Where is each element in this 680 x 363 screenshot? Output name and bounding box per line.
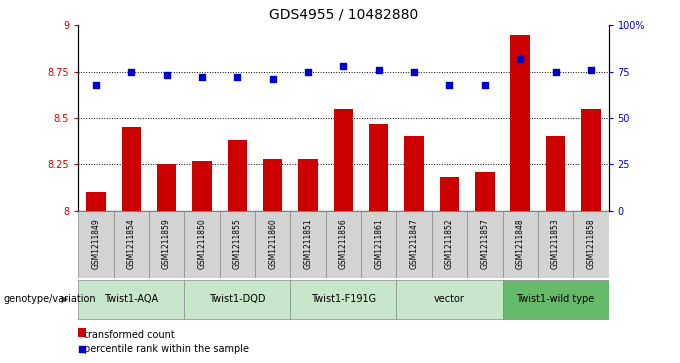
- Text: GSM1211859: GSM1211859: [162, 219, 171, 269]
- Bar: [263, 159, 282, 211]
- Bar: [78, 280, 184, 319]
- Text: GSM1211849: GSM1211849: [91, 219, 101, 269]
- Point: [585, 67, 596, 73]
- Point: [77, 346, 88, 352]
- Bar: [334, 109, 353, 211]
- Point: [303, 69, 313, 75]
- Text: GSM1211855: GSM1211855: [233, 219, 242, 269]
- Text: GSM1211847: GSM1211847: [409, 219, 419, 269]
- Text: vector: vector: [434, 294, 465, 305]
- Bar: [220, 211, 255, 278]
- Bar: [432, 211, 467, 278]
- Bar: [503, 211, 538, 278]
- Point: [550, 69, 561, 75]
- Point: [90, 82, 101, 87]
- Bar: [573, 211, 609, 278]
- Text: GSM1211857: GSM1211857: [480, 219, 490, 269]
- Text: Twist1-DQD: Twist1-DQD: [209, 294, 266, 305]
- Point: [444, 82, 455, 87]
- Point: [338, 63, 349, 69]
- Bar: [157, 164, 176, 211]
- Text: GSM1211853: GSM1211853: [551, 219, 560, 269]
- Text: genotype/variation: genotype/variation: [3, 294, 96, 305]
- Point: [479, 82, 490, 87]
- Bar: [290, 211, 326, 278]
- Text: Twist1-F191G: Twist1-F191G: [311, 294, 376, 305]
- Bar: [149, 211, 184, 278]
- Bar: [184, 211, 220, 278]
- Bar: [369, 123, 388, 211]
- Text: GSM1211854: GSM1211854: [126, 219, 136, 269]
- Text: GSM1211852: GSM1211852: [445, 219, 454, 269]
- Title: GDS4955 / 10482880: GDS4955 / 10482880: [269, 8, 418, 21]
- Bar: [440, 177, 459, 211]
- Text: GSM1211848: GSM1211848: [515, 219, 525, 269]
- Bar: [192, 160, 211, 211]
- Point: [126, 69, 137, 75]
- Bar: [538, 211, 573, 278]
- Bar: [255, 211, 290, 278]
- Bar: [78, 328, 86, 338]
- Text: GSM1211850: GSM1211850: [197, 219, 207, 269]
- Bar: [511, 35, 530, 211]
- Point: [267, 76, 278, 82]
- Bar: [361, 211, 396, 278]
- Point: [409, 69, 420, 75]
- Bar: [326, 211, 361, 278]
- Bar: [396, 280, 503, 319]
- Text: GSM1211851: GSM1211851: [303, 219, 313, 269]
- Bar: [299, 159, 318, 211]
- Bar: [290, 280, 396, 319]
- Bar: [114, 211, 149, 278]
- Point: [161, 73, 172, 78]
- Text: Twist1-AQA: Twist1-AQA: [104, 294, 158, 305]
- Bar: [405, 136, 424, 211]
- Bar: [467, 211, 503, 278]
- Text: transformed count: transformed count: [84, 330, 174, 340]
- Bar: [396, 211, 432, 278]
- Bar: [184, 280, 290, 319]
- Point: [373, 67, 384, 73]
- Bar: [228, 140, 247, 211]
- Bar: [546, 136, 565, 211]
- Bar: [86, 192, 105, 211]
- Point: [197, 74, 207, 80]
- Bar: [475, 172, 494, 211]
- Text: GSM1211861: GSM1211861: [374, 219, 384, 269]
- Bar: [503, 280, 609, 319]
- Text: percentile rank within the sample: percentile rank within the sample: [84, 344, 249, 354]
- Bar: [78, 211, 114, 278]
- Text: GSM1211856: GSM1211856: [339, 219, 348, 269]
- Text: Twist1-wild type: Twist1-wild type: [516, 294, 595, 305]
- Bar: [122, 127, 141, 211]
- Text: GSM1211858: GSM1211858: [586, 219, 596, 269]
- Text: GSM1211860: GSM1211860: [268, 219, 277, 269]
- Bar: [581, 109, 600, 211]
- Point: [515, 56, 526, 62]
- Point: [232, 74, 243, 80]
